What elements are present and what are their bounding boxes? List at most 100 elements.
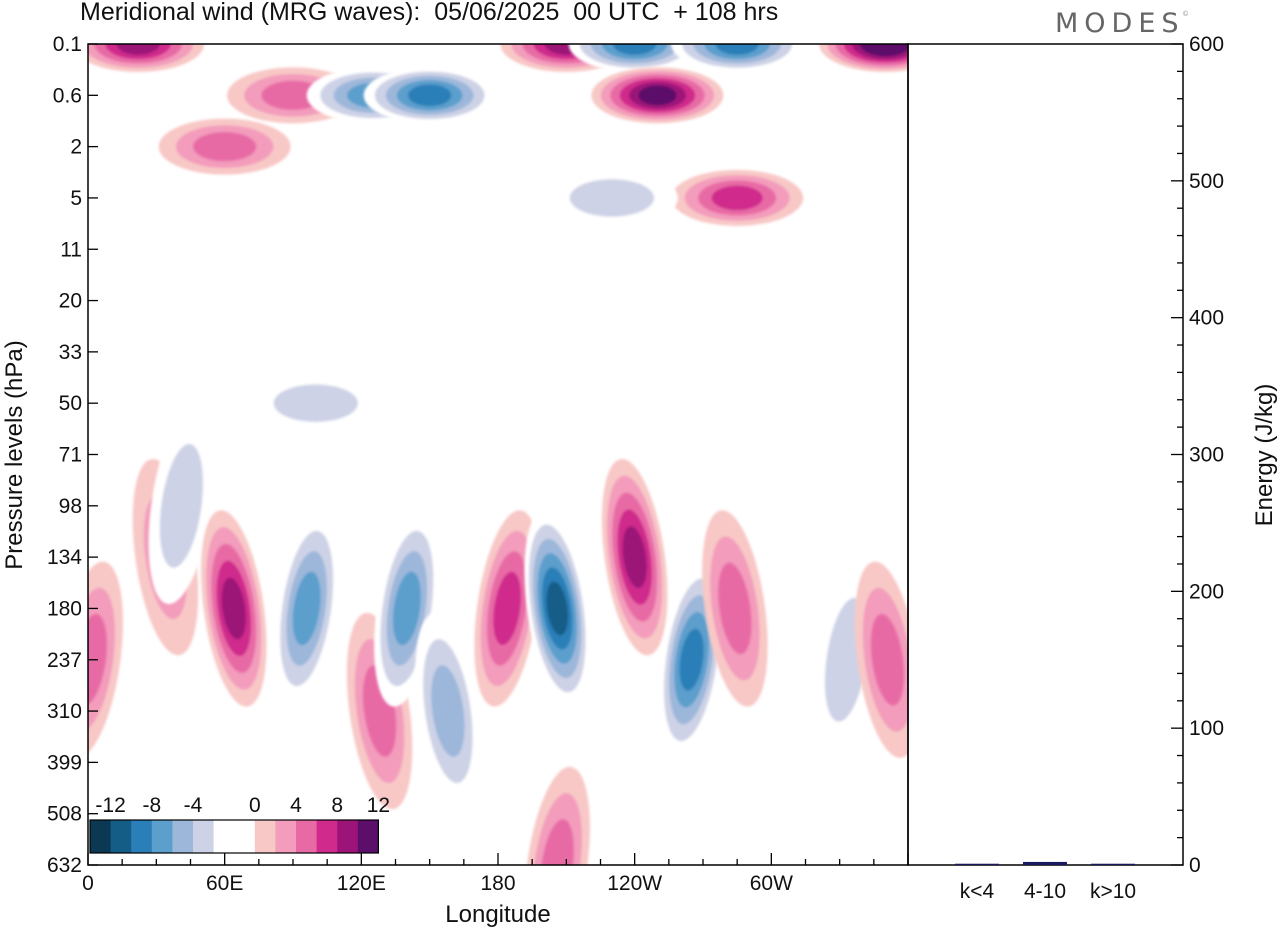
contour-level: [638, 85, 677, 106]
contour-level: [870, 613, 905, 706]
y-tick-label: 98: [59, 495, 82, 518]
colorbar-label: 8: [331, 794, 343, 817]
colorbar-label: -8: [142, 794, 161, 817]
contour-level: [868, 44, 903, 54]
colorbar-swatch: [193, 820, 214, 853]
y-tick-label: 399: [47, 751, 82, 774]
energy-bar: [955, 863, 999, 865]
energy-tick-label: 500: [1189, 170, 1224, 193]
x-tick-label: 60E: [206, 872, 243, 895]
contour-level: [711, 185, 763, 211]
y-tick-label: 0.6: [53, 84, 82, 107]
y-tick-label: 50: [59, 392, 82, 415]
contour-level: [612, 44, 657, 55]
colorbar-swatch: [275, 820, 297, 853]
y-tick-label: 33: [59, 341, 82, 364]
energy-tick-label: 600: [1189, 33, 1224, 56]
y-tick-label: 180: [47, 597, 82, 620]
energy-axis-label: Energy (J/kg): [1251, 384, 1278, 527]
colorbar-label: 4: [290, 794, 302, 817]
y-axis-label: Pressure levels (hPa): [1, 340, 28, 569]
colorbar-swatch: [90, 820, 111, 853]
longitude-axis: 0 60E 120E 180 120W 60W: [82, 853, 909, 895]
contour-level: [159, 443, 204, 568]
colorbar-swatch: [172, 820, 194, 853]
energy-tick-label: 100: [1189, 717, 1224, 740]
x-tick-label: 60W: [750, 872, 793, 895]
colorbar-swatch: [213, 820, 235, 853]
contour-level: [221, 577, 246, 640]
chart-title: Meridional wind (MRG waves): 05/06/2025 …: [80, 0, 779, 26]
y-tick-label: 11: [60, 238, 82, 261]
colorbar-label: 12: [367, 794, 390, 817]
energy-category-label: k>10: [1090, 880, 1136, 903]
y-tick-label: 508: [47, 803, 82, 826]
energy-tick-label: 0: [1189, 854, 1201, 877]
contour-level: [407, 84, 452, 107]
y-tick-label: 2: [70, 136, 82, 159]
heatmap-field: [88, 44, 908, 865]
energy-tick-label: 300: [1189, 444, 1224, 467]
energy-bars: k<4 4-10 k>10: [955, 861, 1136, 903]
colorbar-swatch: [110, 820, 132, 853]
x-axis-label: Longitude: [445, 901, 550, 928]
wind-feature: [273, 510, 340, 707]
colorbar-swatch: [296, 820, 317, 853]
x-tick-label: 0: [82, 872, 94, 895]
energy-category-label: 4-10: [1024, 880, 1066, 903]
contour-level: [679, 628, 704, 691]
x-tick-label: 120E: [337, 872, 386, 895]
energy-tick-label: 400: [1189, 307, 1224, 330]
y-tick-label: 310: [47, 700, 82, 723]
y-tick-label: 20: [59, 290, 82, 313]
wind-feature: [854, 561, 908, 758]
wind-feature: [148, 407, 215, 604]
contour-level: [292, 571, 321, 646]
y-tick-label: 134: [47, 546, 82, 569]
y-tick-label: 71: [59, 444, 82, 467]
contour-level: [622, 526, 647, 589]
energy-axis: 0 100 200 300 400 500 600: [1171, 33, 1224, 877]
colorbar-swatch: [151, 820, 173, 853]
wind-feature: [601, 458, 668, 656]
colorbar: -12 -8 -4 0 4 8 12: [89, 794, 390, 854]
y-tick-label: 0.1: [53, 33, 82, 56]
contour-level: [546, 581, 569, 636]
contour-level: [569, 179, 655, 217]
wind-feature: [702, 510, 768, 707]
copyright-mark: ©: [1183, 11, 1189, 18]
y-tick-label: 632: [47, 854, 82, 877]
wind-feature: [524, 510, 590, 707]
energy-bar: [1091, 863, 1135, 865]
wind-feature: [158, 118, 291, 175]
energy-bar: [1023, 861, 1067, 865]
colorbar-swatch: [234, 820, 256, 853]
energy-tick-label: 200: [1189, 580, 1224, 603]
wind-feature: [363, 67, 496, 124]
energy-panel-frame: [907, 43, 1184, 866]
contour-level: [718, 562, 752, 655]
contour-level: [261, 80, 325, 110]
modes-logo: MODES: [1055, 8, 1185, 39]
contour-level: [273, 384, 358, 422]
colorbar-swatch: [131, 820, 153, 853]
colorbar-swatch: [337, 820, 359, 853]
wind-feature: [201, 510, 267, 707]
wind-feature: [474, 510, 540, 707]
wind-feature: [415, 612, 481, 810]
contour-level: [431, 665, 465, 757]
y-tick-label: 237: [47, 649, 82, 672]
wind-feature: [819, 44, 908, 72]
wind-feature: [671, 169, 804, 226]
colorbar-frame: [89, 819, 379, 854]
colorbar-label: -12: [95, 794, 125, 817]
x-tick-label: 120W: [607, 872, 662, 895]
contour-level: [392, 571, 421, 646]
colorbar-swatch: [316, 820, 338, 853]
contour-level: [715, 44, 759, 55]
wind-feature: [591, 67, 724, 124]
colorbar-label: -4: [184, 794, 203, 817]
wind-feature: [88, 44, 205, 72]
wind-feature: [568, 44, 701, 72]
